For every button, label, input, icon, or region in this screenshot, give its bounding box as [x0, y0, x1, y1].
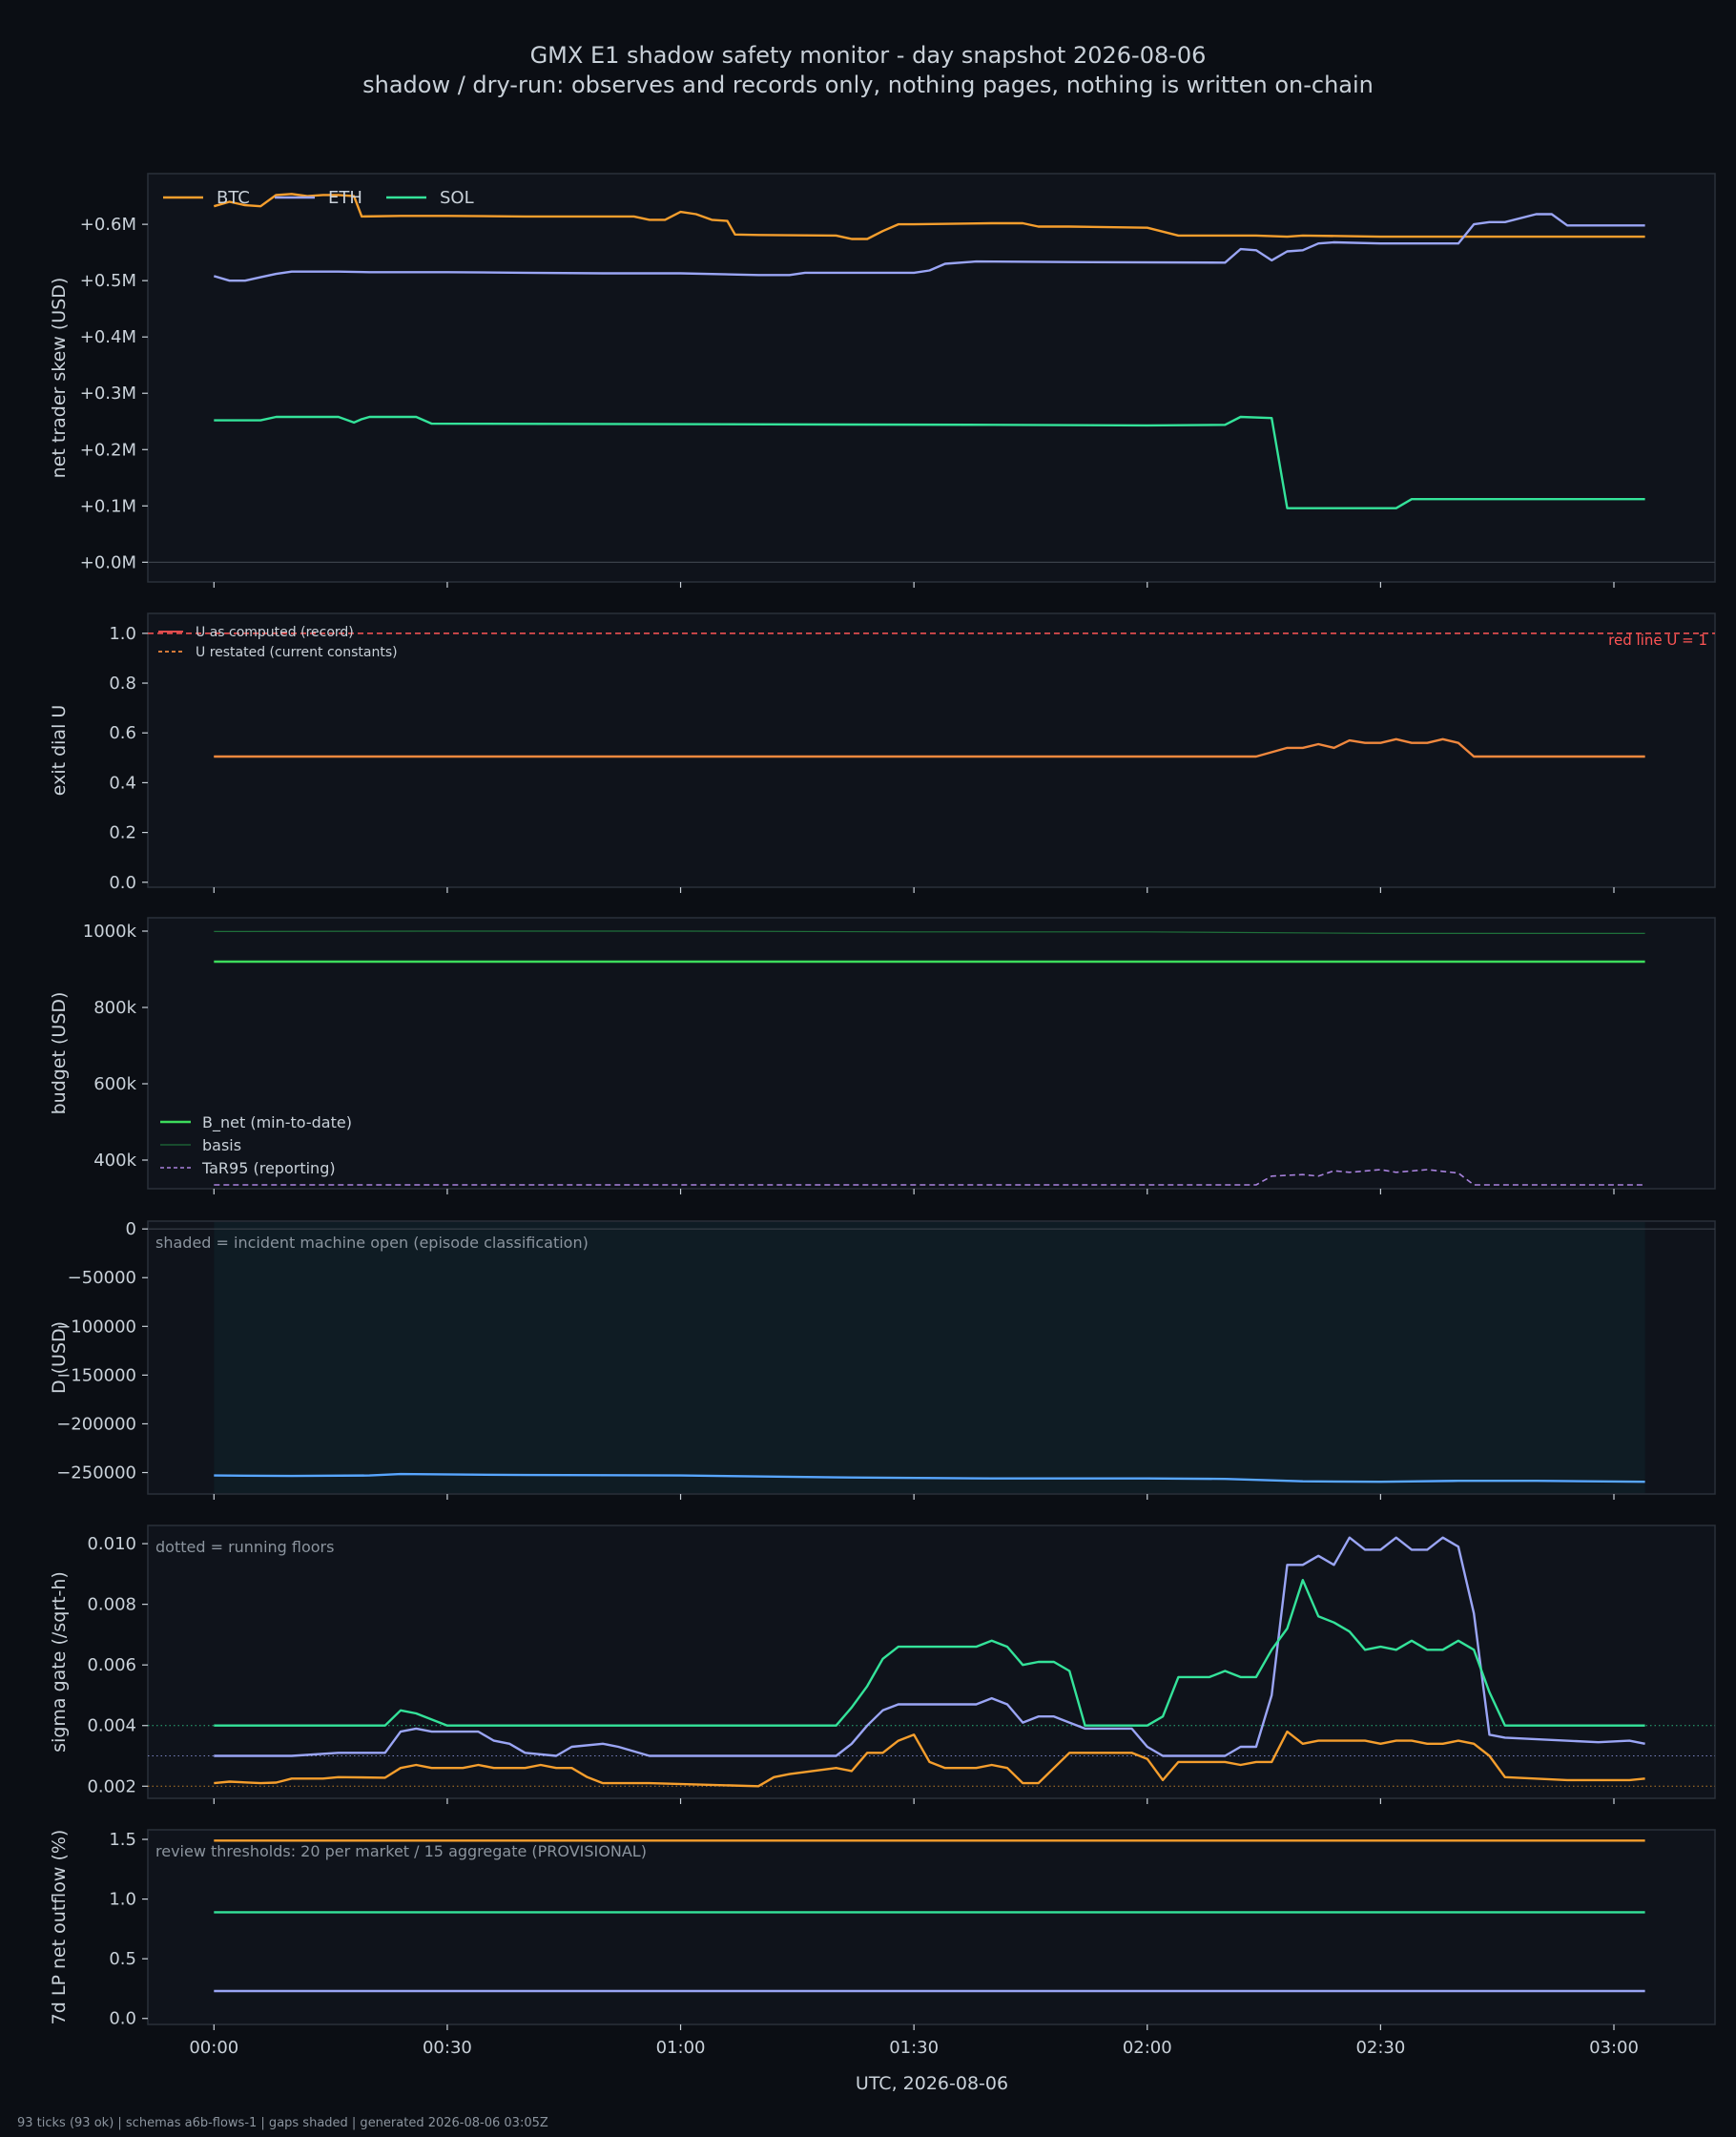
plot-area [147, 612, 1716, 888]
y-tick-label: −250000 [56, 1463, 136, 1483]
y-tick-label: 0.004 [87, 1716, 136, 1736]
panel-1: +0.0M +0.1M +0.2M +0.3M +0.4M +0.5M +0.6M net t… [49, 173, 1716, 588]
plot-area [147, 1525, 1716, 1799]
y-tick-label: 400k [93, 1151, 136, 1171]
series-line-tar95-reporting- [214, 1169, 1645, 1186]
series-line-eth [213, 213, 1645, 282]
y-axis-label: 7d LP net outflow (%) [49, 1830, 70, 2025]
y-axis-label: budget (USD) [49, 992, 70, 1115]
legend-label: ETH [328, 188, 362, 208]
panel-note: dotted = running floors [155, 1538, 334, 1556]
series-line-sol [214, 1578, 1645, 1727]
y-tick-label: 800k [93, 998, 136, 1018]
panel-3: 400k 600k 800k 1000k budget (USD) B_net (min-… [49, 917, 1716, 1194]
legend-label: BTC [217, 188, 250, 208]
x-tick-label: 00:30 [423, 2038, 472, 2058]
y-tick-label: 1.5 [109, 1830, 136, 1850]
x-tick-label: 02:30 [1355, 2038, 1405, 2058]
series-line-sol [214, 415, 1645, 509]
legend-label: U as computed (record) [196, 625, 354, 640]
legend-label: TaR95 (reporting) [201, 1159, 336, 1177]
panel-note: shaded = incident machine open (episode … [155, 1234, 589, 1252]
y-axis-label: exit dial U [49, 705, 70, 797]
y-tick-label: 600k [93, 1074, 136, 1094]
y-tick-label: +0.4M [80, 327, 136, 347]
legend-label: SOL [440, 188, 474, 208]
incident-shaded-span [214, 1222, 1645, 1493]
series-line-u-restated-current-constants- [214, 737, 1645, 757]
y-tick-label: 0.4 [109, 773, 136, 793]
series-line-basis [214, 930, 1645, 935]
y-tick-label: 1000k [83, 922, 137, 942]
y-tick-label: 0.6 [109, 723, 136, 743]
y-tick-label: +0.1M [80, 496, 136, 516]
series-line-btc [213, 193, 1645, 240]
x-tick-label: 01:00 [656, 2038, 706, 2058]
legend-label: B_net (min-to-date) [202, 1113, 352, 1132]
x-tick-label: 00:00 [189, 2038, 238, 2058]
footer-status: 93 ticks (93 ok) | schemas a6b-flows-1 |… [17, 2116, 548, 2130]
y-tick-label: 0.5 [109, 1949, 136, 1969]
y-tick-label: −200000 [56, 1414, 136, 1434]
figure-subtitle: shadow / dry-run: observes and records o… [362, 72, 1374, 98]
y-tick-label: 0.002 [87, 1776, 136, 1796]
y-tick-label: 0.0 [109, 873, 136, 893]
y-tick-label: −100000 [56, 1317, 136, 1337]
panel-note: review thresholds: 20 per market / 15 ag… [155, 1842, 647, 1860]
legend-label: basis [202, 1136, 241, 1154]
panel-5: 0.002 0.004 0.006 0.008 0.010 sigma gate (/sq… [49, 1525, 1716, 1804]
y-tick-label: 0.0 [109, 2009, 136, 2029]
plot-area [147, 917, 1716, 1190]
x-tick-label: 02:00 [1123, 2038, 1172, 2058]
y-tick-label: −50000 [68, 1268, 136, 1288]
y-tick-label: +0.2M [80, 440, 136, 460]
x-tick-label: 01:30 [889, 2038, 939, 2058]
figure-title: GMX E1 shadow safety monitor - day snaps… [530, 42, 1207, 69]
series-line-d [214, 1472, 1645, 1483]
y-tick-label: +0.5M [80, 271, 136, 291]
y-tick-label: 0 [126, 1219, 136, 1239]
y-axis-label: sigma gate (/sqrt-h) [49, 1571, 70, 1753]
y-tick-label: −150000 [56, 1365, 136, 1385]
y-tick-label: 0.006 [87, 1655, 136, 1675]
y-tick-label: 1.0 [109, 624, 136, 644]
x-tick-label: 03:00 [1589, 2038, 1639, 2058]
x-axis-label: UTC, 2026-08-06 [856, 2073, 1008, 2094]
y-tick-label: +0.0M [80, 552, 136, 572]
red-line-label: red line U = 1 [1608, 632, 1707, 649]
y-tick-label: 0.008 [87, 1595, 136, 1615]
y-tick-label: 0.8 [109, 674, 136, 694]
series-line-eth [214, 1536, 1645, 1757]
panel-4: 0 −50000 −100000 −150000 −200000 −250000 D (US… [49, 1219, 1716, 1500]
legend-label: U restated (current constants) [196, 645, 398, 660]
plot-area [147, 173, 1716, 583]
panel-2: red line U = 1 0.0 0.2 0.4 0.6 0.8 1.0 exit dia… [49, 612, 1716, 893]
y-tick-label: 1.0 [109, 1890, 136, 1910]
y-tick-label: 0.010 [87, 1534, 136, 1554]
y-axis-label: D (USD) [49, 1321, 70, 1394]
panel-6: 0.0 0.5 1.0 1.5 00:00 00:30 01:00 01:30 02:00 02:… [49, 1829, 1716, 2058]
y-tick-label: +0.6M [80, 215, 136, 235]
series-line-btc [214, 1730, 1645, 1788]
panels-group: +0.0M +0.1M +0.2M +0.3M +0.4M +0.5M +0.6M net t… [49, 173, 1716, 2058]
y-tick-label: 0.2 [109, 823, 136, 843]
y-tick-label: +0.3M [80, 384, 136, 404]
y-axis-label: net trader skew (USD) [49, 278, 70, 479]
